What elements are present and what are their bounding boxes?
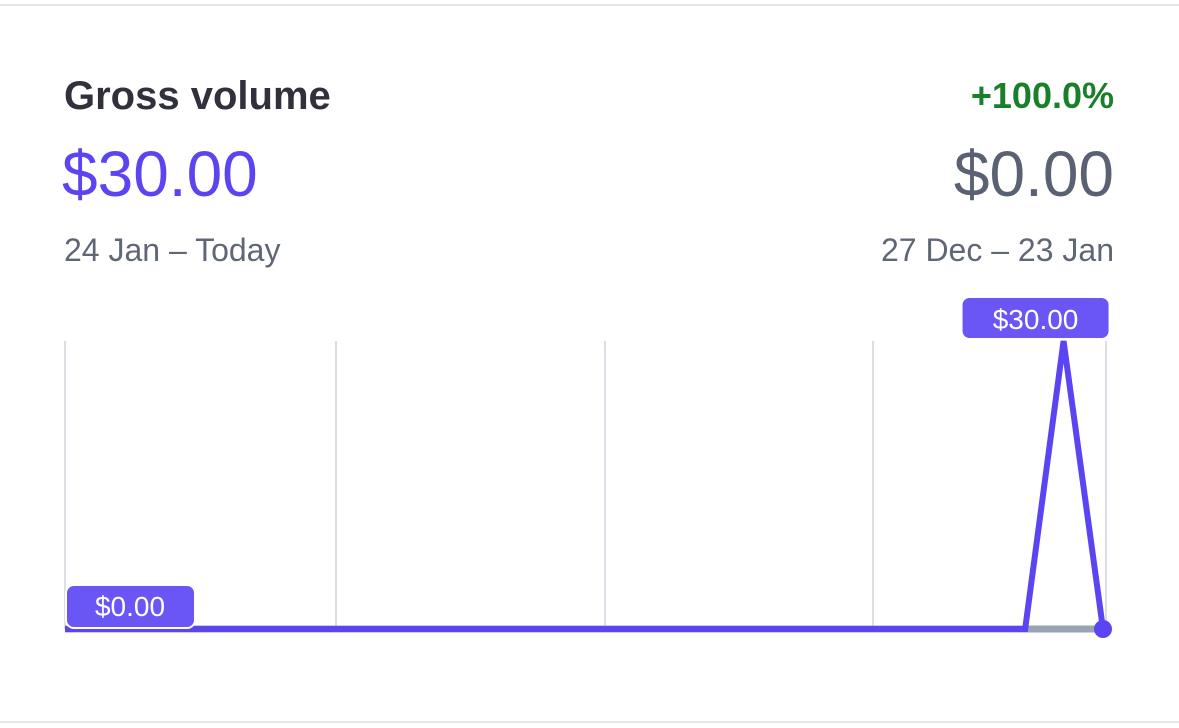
chart-series bbox=[65, 340, 1112, 638]
top-divider bbox=[0, 4, 1179, 6]
previous-date-range: 27 Dec – 23 Jan bbox=[880, 232, 1114, 268]
current-value: $30.00 bbox=[62, 138, 258, 210]
current-date-range: 24 Jan – Today bbox=[64, 232, 281, 268]
chart-labels: $30.00 $0.00 bbox=[65, 296, 1111, 629]
min-value-label: $0.00 bbox=[95, 591, 165, 622]
percent-change: +100.0% bbox=[970, 75, 1114, 116]
bottom-divider bbox=[0, 721, 1179, 723]
min-value-badge: $0.00 bbox=[65, 584, 196, 629]
chart-gridlines bbox=[64, 341, 1107, 629]
previous-value: $0.00 bbox=[953, 138, 1114, 210]
current-period-line bbox=[65, 340, 1106, 632]
card-title: Gross volume bbox=[64, 74, 331, 118]
max-value-label: $30.00 bbox=[993, 304, 1079, 335]
max-value-badge: $30.00 bbox=[960, 296, 1111, 340]
current-end-point bbox=[1094, 620, 1112, 638]
